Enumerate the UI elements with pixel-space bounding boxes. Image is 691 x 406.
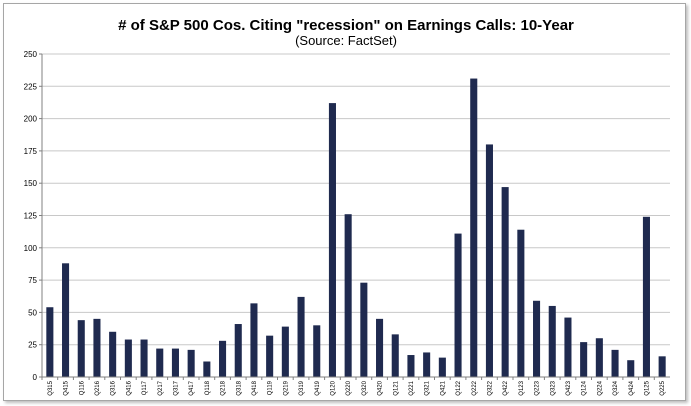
x-tick-label: Q419 (315, 380, 321, 395)
bar-Q318 (234, 324, 242, 377)
y-tick-label: 125 (24, 212, 38, 221)
x-tick-label: Q420 (378, 380, 384, 395)
x-tick-label: Q118 (205, 380, 211, 395)
x-tick-label: Q124 (582, 380, 588, 395)
bar-Q217 (156, 348, 164, 377)
bar-Q119 (266, 335, 274, 377)
x-tick-label: Q418 (252, 380, 258, 395)
x-tick-label: Q318 (236, 380, 242, 395)
bar-Q324 (611, 349, 619, 377)
y-tick-label: 200 (24, 115, 38, 124)
x-tick-label: Q217 (158, 380, 164, 395)
x-tick-label: Q116 (79, 380, 85, 395)
x-tick-label: Q323 (550, 380, 556, 395)
bar-Q415 (62, 263, 70, 377)
bar-Q423 (564, 317, 572, 377)
x-tick-label: Q121 (393, 380, 399, 395)
bars (46, 78, 666, 377)
x-tick-label: Q117 (142, 380, 148, 395)
bar-Q424 (627, 360, 635, 377)
x-tick-label: Q317 (173, 380, 179, 395)
bar-Q216 (93, 318, 101, 377)
bar-Q116 (77, 320, 85, 377)
y-tick-label: 250 (24, 50, 38, 59)
bar-Q315 (46, 307, 54, 377)
x-tick-label: Q320 (362, 380, 368, 395)
y-tick-label: 175 (24, 147, 38, 156)
bar-Q421 (438, 357, 446, 377)
x-tick-label: Q216 (95, 380, 101, 395)
bar-Q420 (376, 318, 384, 377)
bar-Q316 (109, 331, 117, 377)
bar-Q123 (517, 229, 525, 377)
x-axis-ticks: Q315 Q415 Q116 Q216 Q316 Q416 Q117 Q217 Q317 Q417… (41, 377, 666, 396)
chart-subtitle: (Source: FactSet) (295, 33, 397, 48)
x-tick-label: Q316 (111, 380, 117, 395)
x-tick-label: Q321 (425, 380, 431, 395)
bar-Q122 (454, 233, 462, 377)
x-tick-label: Q315 (48, 380, 54, 395)
bar-Q319 (297, 296, 305, 377)
x-tick-label: Q417 (189, 380, 195, 395)
x-tick-label: Q422 (503, 380, 509, 395)
bar-Q317 (171, 348, 179, 377)
y-tick-label: 50 (28, 308, 37, 317)
bar-Q322 (485, 144, 493, 377)
y-tick-label: 150 (24, 179, 38, 188)
bar-Q323 (548, 305, 556, 377)
bar-Q321 (423, 352, 431, 377)
chart-frame: # of S&P 500 Cos. Citing "recession" on … (3, 3, 686, 401)
x-tick-label: Q424 (629, 380, 635, 395)
chart-title: # of S&P 500 Cos. Citing "recession" on … (118, 17, 574, 34)
bar-Q218 (219, 340, 227, 377)
gridlines (42, 53, 670, 346)
x-tick-label: Q416 (126, 380, 132, 395)
y-tick-label: 0 (33, 373, 38, 382)
x-tick-label: Q225 (660, 380, 666, 395)
chart: # of S&P 500 Cos. Citing "recession" on … (24, 17, 670, 396)
bar-Q222 (470, 78, 478, 377)
x-tick-label: Q120 (330, 380, 336, 395)
bar-Q416 (124, 339, 132, 377)
x-tick-label: Q218 (221, 380, 227, 395)
bar-Q225 (658, 356, 666, 377)
x-tick-label: Q224 (597, 380, 603, 395)
y-axis-ticks: 0 25 50 75 100 125 150 175 200 225 250 (24, 50, 42, 382)
bar-Q124 (580, 342, 588, 377)
bar-Q120 (328, 103, 336, 377)
bar-Q223 (533, 300, 541, 377)
bar-Q418 (250, 303, 258, 377)
x-tick-label: Q123 (519, 380, 525, 395)
bar-Q221 (407, 355, 415, 377)
x-tick-label: Q423 (566, 380, 572, 395)
x-tick-label: Q319 (299, 380, 305, 395)
x-tick-label: Q219 (283, 380, 289, 395)
bar-Q422 (501, 187, 509, 377)
bar-Q219 (281, 326, 289, 377)
x-tick-label: Q220 (346, 380, 352, 395)
x-tick-label: Q324 (613, 380, 619, 395)
bar-Q118 (203, 361, 211, 377)
x-tick-label: Q122 (456, 380, 462, 395)
bar-Q121 (391, 334, 399, 377)
bar-Q419 (313, 325, 321, 377)
x-tick-label: Q421 (440, 380, 446, 395)
y-tick-label: 225 (24, 82, 38, 91)
bar-Q417 (187, 349, 195, 377)
x-tick-label: Q221 (409, 380, 415, 395)
x-tick-label: Q119 (268, 380, 274, 395)
bar-Q224 (595, 338, 603, 377)
x-tick-label: Q415 (64, 380, 70, 395)
bar-Q320 (360, 282, 368, 377)
y-tick-label: 75 (28, 276, 37, 285)
bar-Q220 (344, 214, 352, 377)
x-tick-label: Q223 (535, 380, 541, 395)
y-tick-label: 25 (28, 341, 37, 350)
x-tick-label: Q125 (644, 380, 650, 395)
y-tick-label: 100 (24, 244, 38, 253)
x-tick-label: Q222 (472, 380, 478, 395)
bar-Q125 (642, 216, 650, 377)
x-tick-label: Q322 (487, 380, 493, 395)
bar-Q117 (140, 339, 148, 377)
